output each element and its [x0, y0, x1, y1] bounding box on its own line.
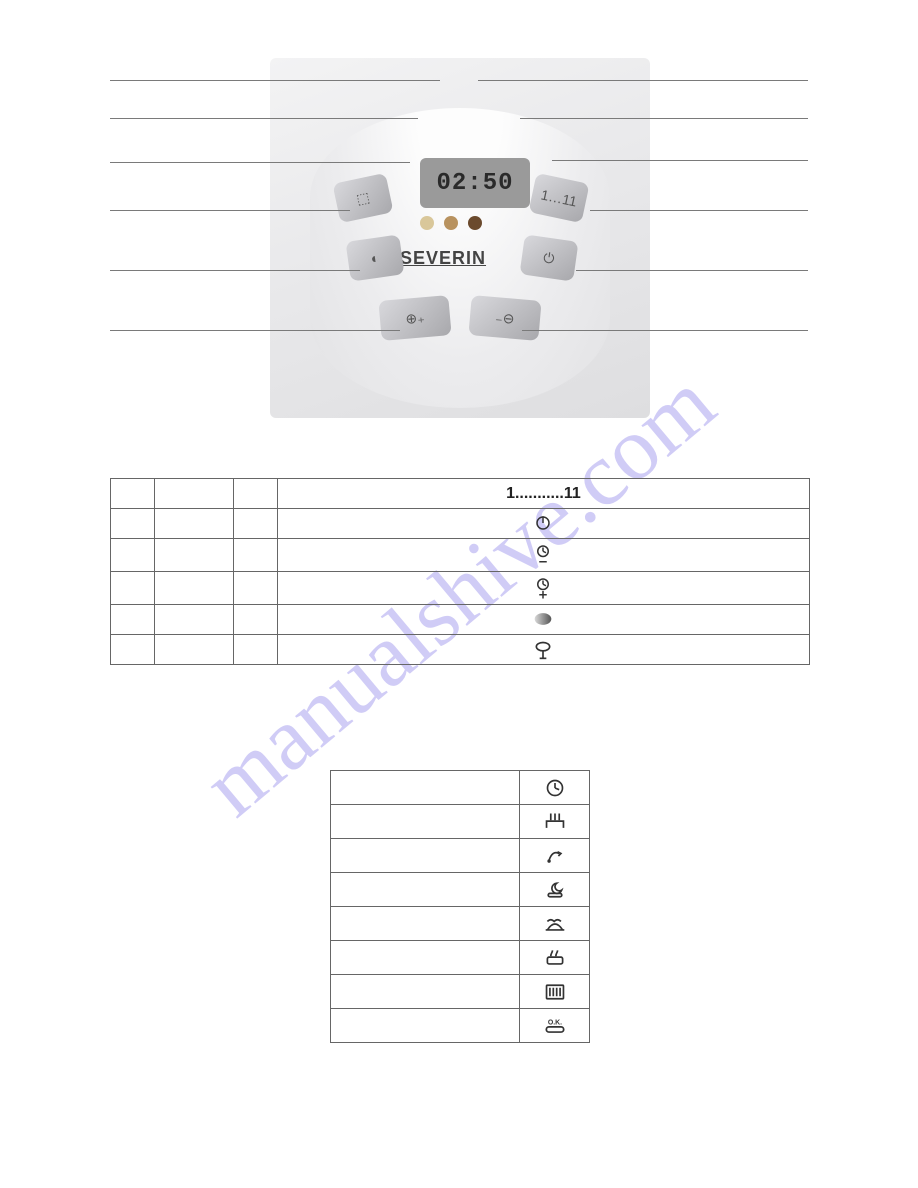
- lcd-display: 02:50: [420, 158, 530, 208]
- leader-line: [110, 330, 400, 331]
- cell-symbol: O.K.: [520, 1009, 590, 1043]
- leader-line: [478, 80, 808, 81]
- cell-key: [233, 509, 277, 539]
- brand-label: SEVERIN: [400, 248, 486, 269]
- cell-symbol: [520, 805, 590, 839]
- cell-label: [331, 975, 520, 1009]
- leader-line: [552, 160, 808, 161]
- svg-text:O.K.: O.K.: [547, 1019, 561, 1026]
- cell-key: [233, 635, 277, 665]
- cell-label: [331, 839, 520, 873]
- table-row: [331, 975, 590, 1009]
- cell-label: [155, 539, 234, 572]
- cell-key: [233, 539, 277, 572]
- button-timer-minus: ₋⊖: [468, 295, 541, 341]
- cell-symbol: [520, 839, 590, 873]
- table-row: [111, 539, 810, 572]
- button-crust: ◐: [345, 234, 404, 281]
- leader-line: [522, 330, 808, 331]
- cell-key: [111, 539, 155, 572]
- cell-key: [111, 479, 155, 509]
- leader-line: [110, 80, 440, 81]
- cell-label: [155, 572, 234, 605]
- cell-key: [111, 605, 155, 635]
- leader-line: [110, 210, 350, 211]
- table-row: [331, 873, 590, 907]
- cell-symbol: [520, 941, 590, 975]
- cell-symbol: [277, 539, 809, 572]
- crust-dot-light: [420, 216, 434, 230]
- cell-symbol: 1...........11: [277, 479, 809, 509]
- page-content: 02:50 SEVERIN ⬚ ◐ ⊕₊ 1…11 ⏻ ₋⊖ 1........…: [0, 0, 918, 420]
- table-row: [331, 907, 590, 941]
- cell-label: [155, 509, 234, 539]
- cell-symbol: [277, 572, 809, 605]
- cell-key: [233, 479, 277, 509]
- table-controls: 1...........11: [110, 478, 810, 665]
- hero-figure: 02:50 SEVERIN ⬚ ◐ ⊕₊ 1…11 ⏻ ₋⊖: [0, 0, 918, 420]
- leader-line: [520, 118, 808, 119]
- table-row: [111, 572, 810, 605]
- table-row: [331, 805, 590, 839]
- cell-symbol: [520, 975, 590, 1009]
- table-row: O.K.: [331, 1009, 590, 1043]
- cell-symbol: [277, 509, 809, 539]
- table-row: [111, 635, 810, 665]
- table-row: [331, 941, 590, 975]
- table-row: [331, 771, 590, 805]
- leader-line: [110, 162, 410, 163]
- cell-label: [331, 907, 520, 941]
- button-power: ⏻: [519, 234, 578, 281]
- cell-symbol: [520, 907, 590, 941]
- cell-symbol: [277, 605, 809, 635]
- cell-key: [233, 605, 277, 635]
- cell-label: [331, 771, 520, 805]
- control-panel-photo: 02:50 SEVERIN ⬚ ◐ ⊕₊ 1…11 ⏻ ₋⊖: [270, 58, 650, 418]
- cell-label: [331, 805, 520, 839]
- cell-key: [111, 635, 155, 665]
- leader-line: [590, 210, 808, 211]
- table-row: 1...........11: [111, 479, 810, 509]
- cell-label: [155, 605, 234, 635]
- table-row: [111, 509, 810, 539]
- crust-dot-dark: [468, 216, 482, 230]
- cell-key: [233, 572, 277, 605]
- cell-symbol: [520, 771, 590, 805]
- cell-label: [331, 873, 520, 907]
- cell-label: [155, 479, 234, 509]
- cell-key: [111, 572, 155, 605]
- table-program-symbols: O.K.: [330, 770, 590, 1043]
- table-row: [331, 839, 590, 873]
- cell-label: [331, 941, 520, 975]
- cell-key: [111, 509, 155, 539]
- leader-line: [110, 118, 418, 119]
- crust-dot-med: [444, 216, 458, 230]
- cell-label: [331, 1009, 520, 1043]
- cell-label: [155, 635, 234, 665]
- crust-dots: [420, 216, 482, 230]
- leader-line: [576, 270, 808, 271]
- table-row: [111, 605, 810, 635]
- leader-line: [110, 270, 360, 271]
- cell-symbol: [520, 873, 590, 907]
- button-timer-plus: ⊕₊: [378, 295, 451, 341]
- cell-symbol: [277, 635, 809, 665]
